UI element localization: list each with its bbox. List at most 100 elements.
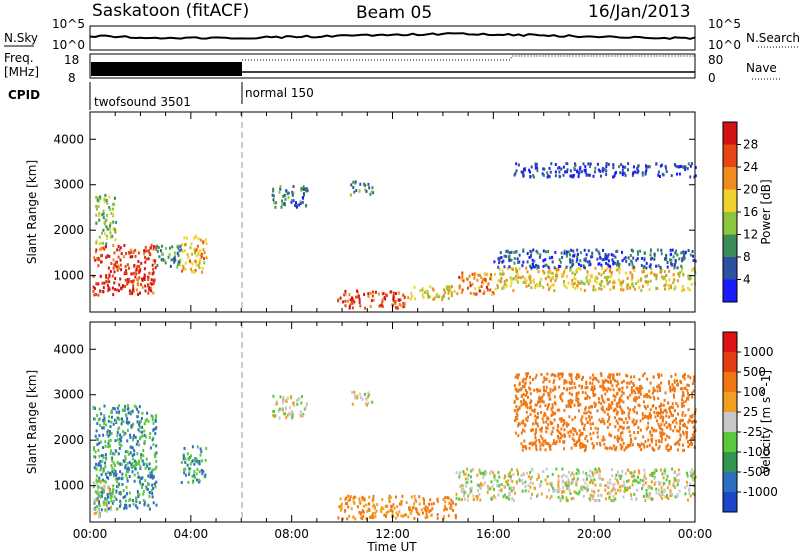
velocity-echo-cell <box>356 505 359 509</box>
velocity-echo-cell <box>681 394 684 398</box>
power-echo-cell <box>292 199 295 203</box>
velocity-echo-cell <box>682 390 684 394</box>
velocity-echo-cell <box>673 419 676 422</box>
velocity-echo-cell <box>93 466 96 470</box>
velocity-echo-cell <box>479 485 481 489</box>
velocity-echo-cell <box>476 473 479 477</box>
power-echo-cell <box>348 304 351 308</box>
velocity-echo-cell <box>388 500 391 504</box>
velocity-echo-cell <box>620 380 623 384</box>
power-echo-cell <box>95 204 98 208</box>
velocity-echo-cell <box>679 437 682 441</box>
power-echo-cell <box>591 251 594 255</box>
power-echo-cell <box>129 292 132 296</box>
velocity-colorbar-swatch <box>723 392 737 413</box>
velocity-echo-cell <box>138 423 141 427</box>
velocity-echo-cell <box>484 481 487 485</box>
velocity-echo-cell <box>108 491 111 495</box>
power-echo-cell <box>567 281 570 285</box>
velocity-x-axis: 00:00 04:00 08:00 12:00 16:00 20:00 00:00 <box>73 322 712 541</box>
velocity-echo-cell <box>601 379 604 383</box>
velocity-echo-cell <box>541 437 544 440</box>
power-echo-cell <box>283 193 286 197</box>
power-echo-cell <box>170 258 173 262</box>
velocity-echo-cell <box>383 513 386 517</box>
velocity-echo-cell <box>684 492 687 496</box>
velocity-echo-cell <box>416 512 419 515</box>
velocity-echo-cell <box>610 447 613 451</box>
power-echo-cell <box>97 282 100 286</box>
power-echo-cell <box>632 284 635 288</box>
velocity-echo-cell <box>577 397 580 401</box>
velocity-echo-cell <box>447 514 450 518</box>
velocity-echo-cell <box>103 479 106 483</box>
velocity-echo-cell <box>608 495 611 499</box>
velocity-echo-cell <box>663 398 666 402</box>
velocity-echo-cell <box>591 471 594 475</box>
power-echo-cell <box>693 267 696 270</box>
velocity-echo-cell <box>669 427 672 431</box>
velocity-echo-cell <box>123 407 126 411</box>
power-echo-cell <box>517 163 520 167</box>
velocity-echo-cell <box>612 487 615 491</box>
velocity-echo-cell <box>423 498 426 502</box>
power-echo-cell <box>572 262 575 266</box>
velocity-echo-cell <box>660 486 663 490</box>
velocity-echo-cell <box>571 418 574 422</box>
velocity-echo-cell <box>151 476 154 480</box>
power-echo-cell <box>139 291 141 295</box>
power-echo-cell <box>618 271 621 275</box>
power-echo-cell <box>506 267 509 271</box>
velocity-echo-cell <box>118 426 121 430</box>
power-echo-cell <box>577 175 580 179</box>
velocity-echo-cell <box>573 443 576 446</box>
power-echo-cell <box>552 283 555 287</box>
power-echo-cell <box>198 261 201 265</box>
velocity-echo-cell <box>599 441 601 445</box>
power-echo-cell <box>189 246 192 250</box>
velocity-echo-cell <box>120 477 123 481</box>
power-echo-cell <box>358 297 361 301</box>
power-echo-cell <box>281 202 284 206</box>
power-echo-cell <box>381 304 384 308</box>
velocity-echo-cell <box>590 388 593 392</box>
velocity-echo-cell <box>516 481 518 485</box>
power-echo-cell <box>524 279 527 283</box>
velocity-echo-cell <box>563 433 566 437</box>
velocity-echo-cell <box>374 515 377 519</box>
velocity-echo-cell <box>608 415 611 419</box>
velocity-echo-cell <box>666 494 668 497</box>
power-echo-cell <box>620 288 622 292</box>
velocity-echo-cell <box>118 443 121 446</box>
power-echo-cell <box>272 187 275 191</box>
velocity-echo-cell <box>292 402 295 405</box>
power-echo-cell <box>279 187 282 191</box>
power-echo-cell <box>569 267 572 271</box>
velocity-echo-cell <box>528 446 531 450</box>
velocity-echo-cell <box>448 501 451 505</box>
power-echo-cell <box>114 230 117 234</box>
power-echo-cell <box>563 280 565 283</box>
velocity-echo-cell <box>692 425 695 429</box>
velocity-echo-cell <box>575 392 578 396</box>
velocity-echo-cell <box>540 492 543 496</box>
velocity-echo-cell <box>549 497 552 500</box>
power-echo-cell <box>650 257 652 261</box>
velocity-echo-cell <box>682 432 685 436</box>
velocity-echo-cell <box>647 417 650 421</box>
velocity-echo-cell <box>534 441 537 445</box>
velocity-echo-cell <box>631 475 633 479</box>
velocity-echo-cell <box>661 428 664 432</box>
velocity-echo-cell <box>118 417 121 421</box>
power-echo-cell <box>547 275 550 279</box>
velocity-echo-cell <box>635 386 638 390</box>
power-echo-cell <box>650 248 652 252</box>
velocity-echo-cell <box>521 385 524 389</box>
power-echo-cell <box>539 280 541 284</box>
velocity-echo-cell <box>148 507 151 511</box>
velocity-echo-cell <box>644 414 647 418</box>
power-colorbar-label: 28 <box>743 138 758 152</box>
velocity-echo-cell <box>691 442 693 445</box>
velocity-echo-cell <box>591 382 594 386</box>
velocity-echo-cell <box>655 491 658 495</box>
